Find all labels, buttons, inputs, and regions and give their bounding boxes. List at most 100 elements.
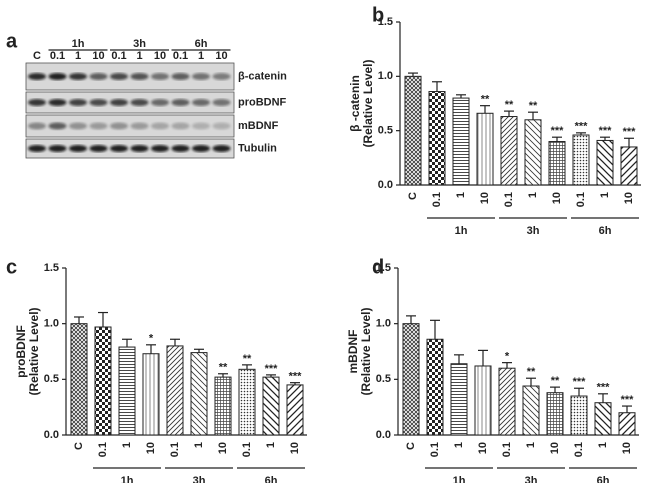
blot-band xyxy=(48,145,67,152)
significance: * xyxy=(505,351,510,363)
blot-band xyxy=(151,99,169,106)
bar xyxy=(118,346,136,436)
x-tick-label: 10 xyxy=(623,192,635,204)
significance: ** xyxy=(551,375,560,387)
blot-band xyxy=(151,145,169,152)
significance: *** xyxy=(621,394,635,406)
significance: *** xyxy=(289,371,303,383)
significance: *** xyxy=(575,121,589,133)
x-tick-label: 1 xyxy=(455,192,467,198)
x-tick-label: C xyxy=(407,192,419,200)
blot-band xyxy=(89,122,108,130)
blot-band xyxy=(192,145,210,152)
y-tick-label: 0.5 xyxy=(378,125,393,137)
panel-letter: b xyxy=(372,4,384,26)
x-tick-label: 0.1 xyxy=(429,442,441,457)
x-tick-label: 0.1 xyxy=(501,442,513,457)
significance: ** xyxy=(219,362,228,374)
y-tick-label: 0.0 xyxy=(378,179,393,191)
panel-letter: a xyxy=(6,30,18,52)
lane-label: 0.1 xyxy=(50,50,65,62)
time-label: 3h xyxy=(133,38,146,50)
group-label: 1h xyxy=(455,225,468,237)
significance: *** xyxy=(623,126,637,138)
blot-band xyxy=(151,73,169,80)
blot-strip xyxy=(25,91,235,114)
group-label: 3h xyxy=(527,225,540,237)
x-tick-label: 0.1 xyxy=(97,442,109,457)
blot-band xyxy=(171,145,190,152)
blot-band xyxy=(130,145,149,152)
significance: ** xyxy=(505,99,514,111)
lane-label: 10 xyxy=(92,50,104,62)
x-tick-label: 0.1 xyxy=(503,192,515,207)
lane-label: 0.1 xyxy=(111,50,126,62)
lane-label: 10 xyxy=(154,50,166,62)
bar xyxy=(428,91,446,186)
blot-band xyxy=(48,73,67,80)
bar xyxy=(404,75,422,186)
bar xyxy=(450,363,468,436)
x-tick-label: 1 xyxy=(527,192,539,198)
x-tick-label: 1 xyxy=(597,442,609,448)
blot-band xyxy=(212,99,231,106)
group-label: 1h xyxy=(121,475,134,483)
bar xyxy=(596,139,614,186)
blot-band xyxy=(171,73,190,80)
y-tick-label: 0.5 xyxy=(376,373,391,385)
significance: *** xyxy=(573,376,587,388)
panel-letter: d xyxy=(372,256,384,278)
lane-label: 1 xyxy=(75,50,81,62)
x-tick-label: 0.1 xyxy=(575,192,587,207)
x-tick-label: 1 xyxy=(121,442,133,448)
x-tick-label: 0.1 xyxy=(169,442,181,457)
blot-band xyxy=(69,145,87,152)
row-label: β-catenin xyxy=(238,70,287,82)
bar xyxy=(238,368,256,436)
blot-band xyxy=(130,99,149,106)
group-label: 6h xyxy=(597,475,610,483)
blot-band xyxy=(171,99,190,106)
significance: ** xyxy=(243,353,252,365)
bar xyxy=(476,112,494,186)
blot-band xyxy=(89,145,108,152)
blot-band xyxy=(110,145,128,152)
bar xyxy=(166,345,184,436)
x-tick-label: 1 xyxy=(265,442,277,448)
bar xyxy=(262,376,280,436)
time-label: 6h xyxy=(195,38,208,50)
x-tick-label: 10 xyxy=(551,192,563,204)
blot-band xyxy=(192,99,210,106)
bar xyxy=(620,146,638,186)
x-tick-label: 1 xyxy=(193,442,205,448)
row-label: mBDNF xyxy=(238,120,279,132)
blot-band xyxy=(110,73,128,80)
bar xyxy=(522,385,540,436)
significance: ** xyxy=(529,100,538,112)
y-axis-label: mBDNF xyxy=(346,330,360,374)
significance: *** xyxy=(599,125,613,137)
bar xyxy=(452,97,470,186)
bar xyxy=(142,353,160,436)
lane-label: 1 xyxy=(136,50,142,62)
blot-band xyxy=(69,99,87,106)
x-tick-label: 0.1 xyxy=(573,442,585,457)
x-tick-label: 10 xyxy=(621,442,633,454)
significance: ** xyxy=(481,94,490,106)
blot-band xyxy=(192,122,210,130)
y-axis-label: (Relative Level) xyxy=(27,307,41,395)
y-tick-label: 0.0 xyxy=(376,429,391,441)
blot-strip xyxy=(25,138,235,159)
blot-band xyxy=(130,122,149,130)
row-label: proBDNF xyxy=(238,96,287,108)
group-label: 3h xyxy=(193,475,206,483)
bar xyxy=(214,376,232,436)
bar xyxy=(572,134,590,186)
bar xyxy=(70,323,88,436)
y-tick-label: 0.0 xyxy=(44,429,59,441)
bar xyxy=(286,384,304,436)
y-tick-label: 1.5 xyxy=(378,16,393,28)
y-axis-label: (Relative Level) xyxy=(359,307,373,395)
lane-label: 1 xyxy=(198,50,204,62)
